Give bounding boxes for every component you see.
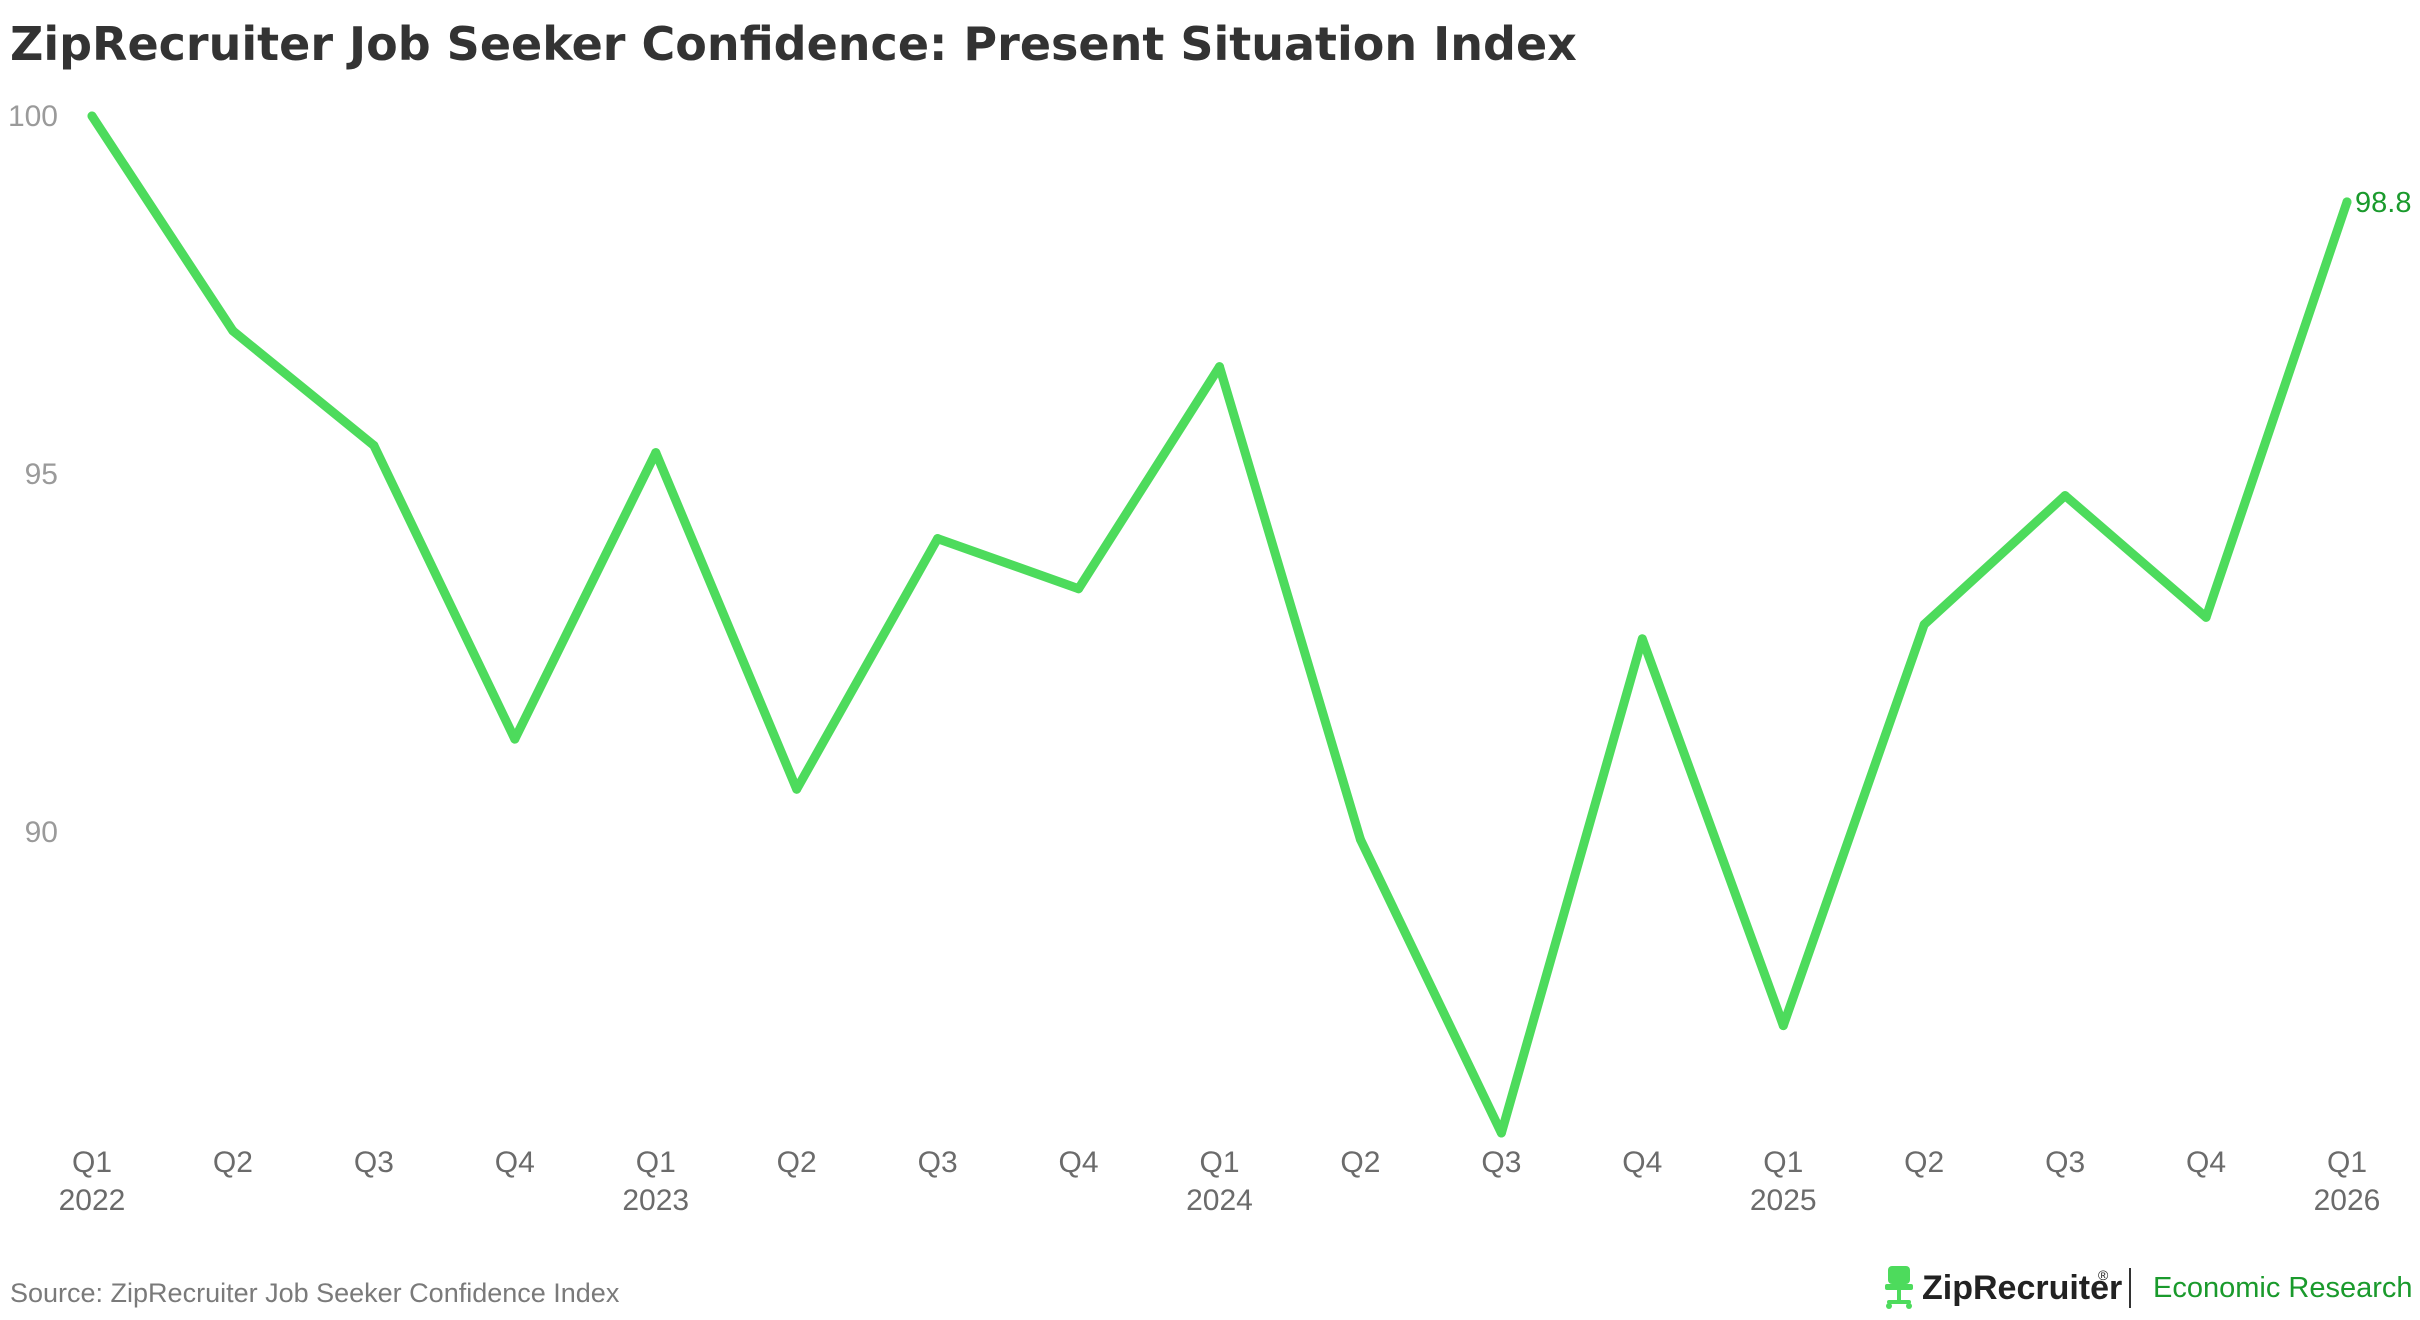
data-point <box>2342 197 2352 207</box>
x-tick-label: Q2 <box>777 1146 817 1179</box>
x-year-label: 2026 <box>2314 1184 2381 1217</box>
chart-title: ZipRecruiter Job Seeker Confidence: Pres… <box>10 17 1577 71</box>
x-tick-label: Q4 <box>495 1146 535 1179</box>
x-tick-label: Q4 <box>1059 1146 1099 1179</box>
x-tick-label: Q4 <box>2186 1146 2226 1179</box>
data-point <box>651 448 661 458</box>
x-tick-label: Q2 <box>213 1146 253 1179</box>
research-label: Economic Research <box>2153 1272 2413 1304</box>
data-point <box>1355 834 1365 844</box>
series-layer: 98.8 <box>87 111 2411 1138</box>
x-tick-label: Q1 <box>72 1146 112 1179</box>
chair-icon <box>1885 1266 1913 1309</box>
x-axis-ticks: Q1 2022 Q2 Q3 Q4 Q1 2023 Q2 Q3 Q4 Q1 2024 Q2 Q3 Q4 Q1 20… <box>59 1146 2381 1217</box>
x-tick-label: Q1 <box>1199 1146 1239 1179</box>
trademark-mark: ® <box>2098 1267 2109 1283</box>
source-note: Source: ZipRecruiter Job Seeker Confiden… <box>10 1278 620 1308</box>
data-point <box>2060 491 2070 501</box>
data-point <box>228 326 238 336</box>
x-year-label: 2025 <box>1750 1184 1817 1217</box>
brand-name: ZipRecruiter <box>1922 1269 2122 1307</box>
data-point <box>933 534 943 544</box>
data-point <box>1496 1128 1506 1138</box>
x-tick-label: Q3 <box>2045 1146 2085 1179</box>
y-tick-label: 95 <box>25 458 58 491</box>
x-tick-label: Q2 <box>1904 1146 1944 1179</box>
x-tick-label: Q1 <box>2327 1146 2367 1179</box>
y-tick-label: 100 <box>8 100 58 133</box>
data-point <box>510 734 520 744</box>
data-point <box>1074 584 1084 594</box>
data-point <box>1778 1021 1788 1031</box>
brand-logo: ZipRecruiter ® Economic Research <box>1885 1266 2413 1309</box>
data-point <box>2201 612 2211 622</box>
x-year-label: 2024 <box>1186 1184 1253 1217</box>
data-point <box>87 111 97 121</box>
x-tick-label: Q1 <box>636 1146 676 1179</box>
data-point <box>1919 620 1929 629</box>
x-tick-label: Q2 <box>1340 1146 1380 1179</box>
y-axis-ticks: 100 95 90 <box>8 100 58 849</box>
end-value-label: 98.8 <box>2355 187 2411 219</box>
x-year-label: 2023 <box>622 1184 689 1217</box>
data-point <box>792 784 802 794</box>
series-line <box>87 111 2352 1138</box>
data-point <box>369 440 379 450</box>
x-tick-label: Q3 <box>918 1146 958 1179</box>
brand-divider <box>2129 1268 2131 1308</box>
x-tick-label: Q3 <box>354 1146 394 1179</box>
y-tick-label: 90 <box>25 816 58 849</box>
x-tick-label: Q3 <box>1481 1146 1521 1179</box>
data-point <box>1637 634 1647 644</box>
x-year-label: 2022 <box>59 1184 126 1217</box>
x-tick-label: Q4 <box>1622 1146 1662 1179</box>
x-tick-label: Q1 <box>1763 1146 1803 1179</box>
data-point <box>1215 362 1224 372</box>
